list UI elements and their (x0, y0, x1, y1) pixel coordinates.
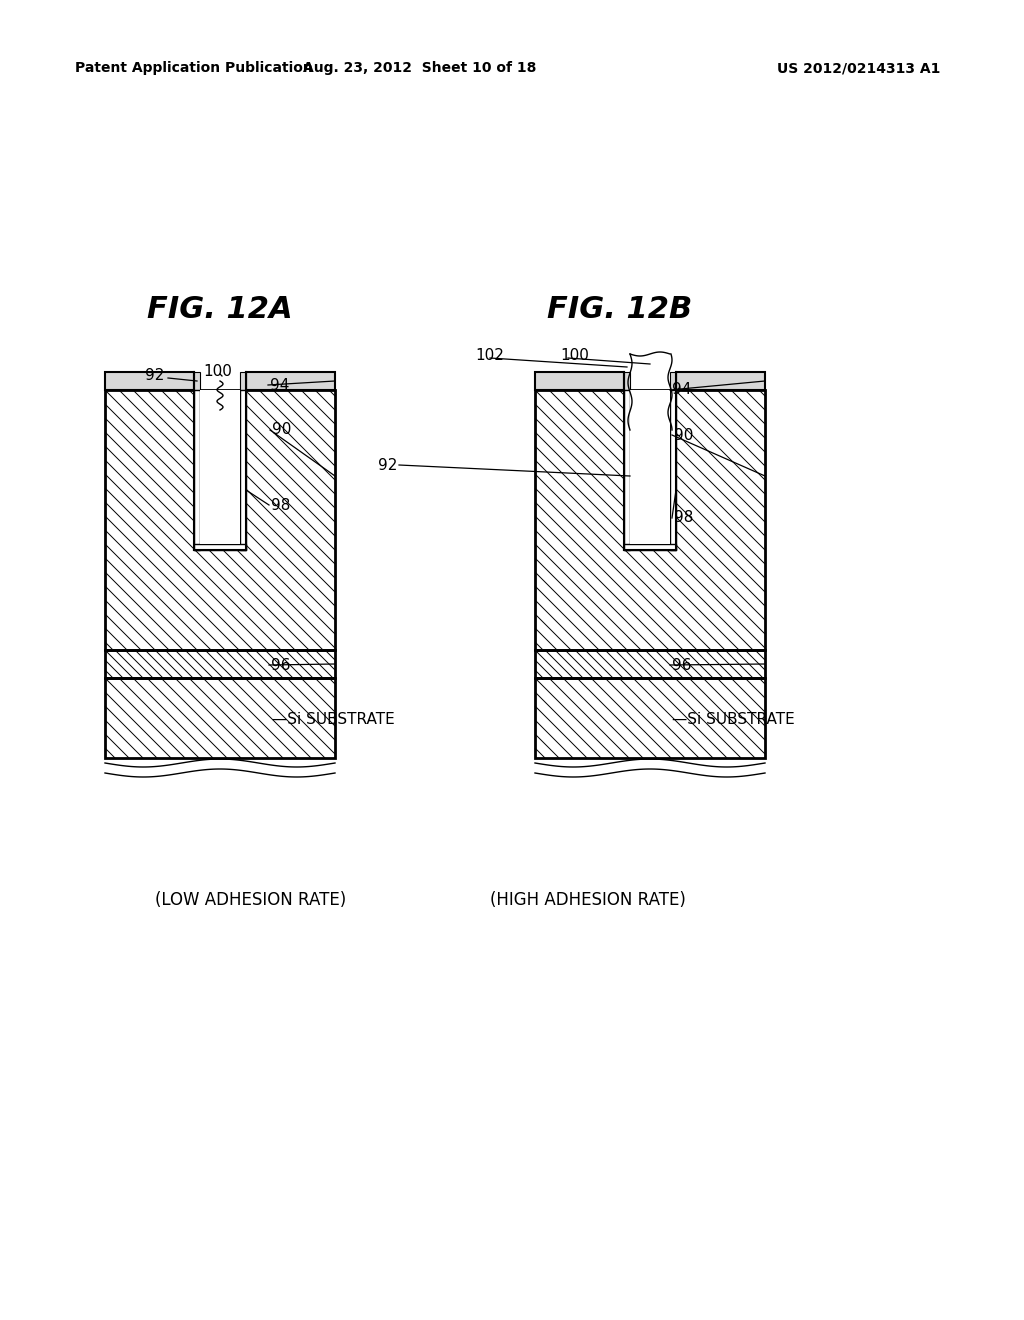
Bar (670, 372, 676, 389)
Text: Patent Application Publication: Patent Application Publication (75, 61, 312, 75)
Text: 98: 98 (271, 498, 291, 512)
Bar (535, 678, 765, 758)
Text: 100: 100 (560, 347, 589, 363)
Bar (105, 389, 335, 649)
Text: (HIGH ADHESION RATE): (HIGH ADHESION RATE) (490, 891, 686, 909)
Text: 96: 96 (672, 657, 691, 672)
Bar (200, 389, 240, 544)
Text: US 2012/0214313 A1: US 2012/0214313 A1 (776, 61, 940, 75)
Bar (624, 544, 676, 550)
Bar (194, 372, 200, 389)
Text: 90: 90 (272, 422, 292, 437)
Bar (105, 372, 194, 389)
Text: 102: 102 (475, 347, 504, 363)
Bar (624, 372, 630, 389)
Bar (194, 544, 246, 550)
Bar (535, 389, 765, 649)
Text: Aug. 23, 2012  Sheet 10 of 18: Aug. 23, 2012 Sheet 10 of 18 (303, 61, 537, 75)
Text: 94: 94 (672, 383, 691, 397)
Bar (105, 678, 335, 758)
Bar (670, 389, 676, 550)
Text: —Si SUBSTRATE: —Si SUBSTRATE (672, 713, 795, 727)
Text: (LOW ADHESION RATE): (LOW ADHESION RATE) (155, 891, 346, 909)
Text: 90: 90 (674, 428, 693, 442)
Text: 92: 92 (145, 367, 165, 383)
Text: 92: 92 (378, 458, 397, 473)
Bar (630, 389, 670, 544)
Text: 98: 98 (674, 511, 693, 525)
Text: 96: 96 (271, 657, 291, 672)
Text: FIG. 12A: FIG. 12A (147, 296, 293, 325)
Bar (535, 649, 765, 678)
Bar (624, 389, 630, 550)
Text: 94: 94 (270, 378, 290, 392)
Text: FIG. 12B: FIG. 12B (548, 296, 692, 325)
Bar (105, 649, 335, 678)
Bar (535, 372, 624, 389)
Text: —Si SUBSTRATE: —Si SUBSTRATE (272, 713, 394, 727)
Bar (194, 389, 200, 550)
Text: 100: 100 (204, 364, 232, 380)
Bar (676, 372, 765, 389)
Bar (240, 372, 246, 389)
Bar (246, 372, 335, 389)
Bar (240, 389, 246, 550)
